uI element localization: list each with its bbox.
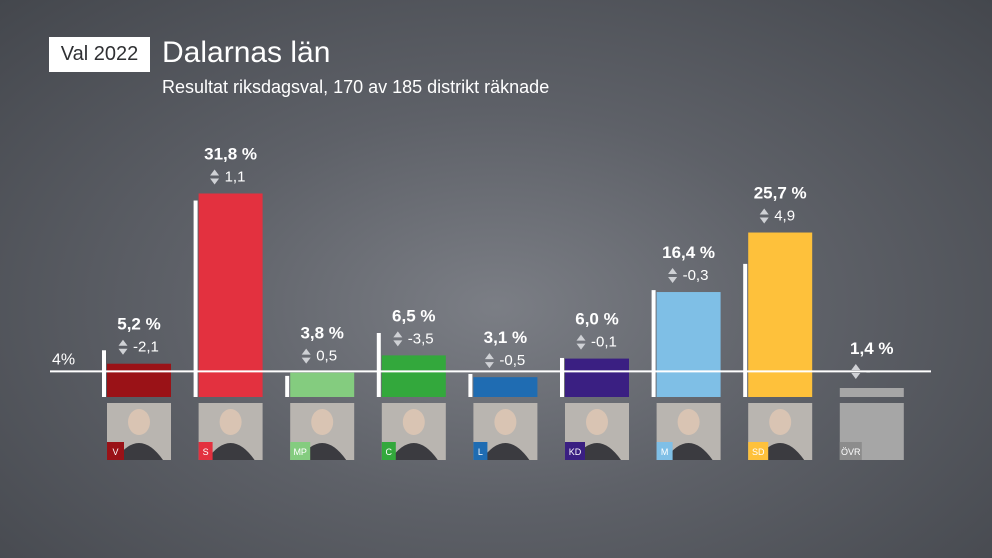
value-label-sd: 25,7 %: [754, 184, 807, 203]
change-down-icon-c: [393, 340, 403, 347]
previous-result-marker-m: [651, 290, 656, 397]
change-up-icon-v: [118, 339, 128, 346]
leader-head-mp: [311, 409, 334, 435]
change-down-icon-kd: [576, 343, 586, 350]
change-label-v: -2,1: [133, 339, 159, 356]
party-tag-label-sd: SD: [752, 447, 765, 457]
bar-c: [381, 355, 446, 397]
party-tag-s: [198, 442, 213, 460]
party-tag-label-kd: KD: [569, 447, 582, 457]
page-subtitle: Resultat riksdagsval, 170 av 185 distrik…: [162, 77, 550, 97]
leader-body-s: [206, 443, 255, 460]
previous-result-marker-l: [468, 373, 473, 397]
value-label-l: 3,1 %: [484, 328, 527, 347]
change-down-icon-l: [484, 362, 494, 369]
party-tag-v: [107, 442, 124, 460]
election-year-badge: Val 2022: [49, 37, 150, 72]
change-down-icon-mp: [301, 357, 311, 364]
leader-head-m: [677, 409, 700, 435]
bar-kd: [565, 358, 629, 397]
change-down-icon-s: [210, 178, 220, 185]
change-label-m: -0,3: [683, 267, 709, 284]
bar-s: [198, 193, 263, 397]
party-tag-l: [473, 442, 488, 460]
leader-body-m: [664, 443, 713, 460]
change-up-icon-m: [668, 268, 678, 275]
leader-head-c: [402, 409, 425, 435]
leader-head-l: [494, 409, 517, 435]
bar-övr: [839, 388, 904, 397]
party-tag-label-c: C: [386, 447, 393, 457]
bar-sd: [748, 232, 813, 397]
party-tag-c: [381, 442, 396, 460]
party-tag-övr: [839, 442, 862, 460]
leader-head-s: [219, 409, 242, 435]
change-label-kd: -0,1: [591, 334, 617, 351]
change-up-icon-c: [393, 331, 403, 338]
change-up-icon-mp: [301, 348, 311, 355]
party-tag-label-s: S: [203, 447, 209, 457]
change-up-icon-s: [210, 169, 220, 176]
bar-m: [656, 292, 721, 397]
party-tag-label-m: M: [661, 447, 669, 457]
previous-result-marker-mp: [285, 375, 290, 397]
leader-body-v: [115, 443, 163, 460]
party-tag-label-övr: ÖVR: [841, 447, 861, 457]
bar-mp: [290, 372, 355, 397]
change-label-c: -3,5: [408, 330, 434, 347]
change-up-icon-kd: [576, 334, 586, 341]
value-label-övr: 1,4 %: [850, 339, 893, 358]
change-label-l: -0,5: [499, 352, 525, 369]
value-label-c: 6,5 %: [392, 306, 435, 325]
leader-head-sd: [769, 409, 792, 435]
value-label-mp: 3,8 %: [300, 324, 343, 343]
value-label-s: 31,8 %: [204, 144, 257, 163]
previous-result-marker-c: [376, 333, 381, 397]
change-label-mp: 0,5: [316, 348, 337, 365]
change-up-icon-övr: [851, 364, 861, 370]
previous-result-marker-s: [193, 200, 198, 397]
threshold-label: 4%: [52, 351, 75, 368]
party-tag-label-mp: MP: [293, 447, 307, 457]
bar-l: [473, 377, 538, 397]
change-down-icon-m: [668, 277, 678, 284]
change-down-icon-övr: [851, 373, 861, 379]
party-tag-sd: [748, 442, 769, 460]
previous-result-marker-sd: [743, 263, 748, 397]
change-label-sd: 4,9: [774, 208, 795, 225]
page-title: Dalarnas län: [162, 36, 331, 69]
value-label-v: 5,2 %: [117, 315, 160, 334]
change-down-icon-v: [118, 348, 128, 355]
party-tag-m: [656, 442, 673, 460]
value-label-kd: 6,0 %: [575, 310, 618, 329]
leader-head-v: [128, 409, 150, 435]
party-tag-mp: [290, 442, 311, 460]
party-tag-kd: [565, 442, 585, 460]
bar-v: [107, 363, 171, 397]
change-label-s: 1,1: [225, 168, 246, 185]
leader-body-l: [481, 443, 530, 460]
previous-result-marker-kd: [560, 357, 564, 397]
leader-head-kd: [586, 409, 608, 435]
leader-body-c: [389, 443, 438, 460]
previous-result-marker-v: [102, 350, 106, 397]
party-tag-label-l: L: [478, 447, 483, 457]
change-up-icon-sd: [759, 208, 769, 215]
change-down-icon-sd: [759, 217, 769, 224]
party-tag-label-v: V: [112, 447, 118, 457]
change-up-icon-l: [484, 353, 494, 360]
value-label-m: 16,4 %: [662, 243, 715, 262]
